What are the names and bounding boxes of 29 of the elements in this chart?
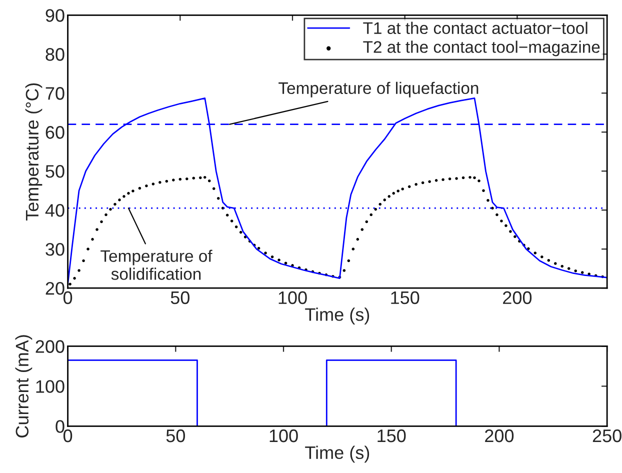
y-tick-label: 80	[46, 48, 64, 61]
y-tick-label: 90	[46, 9, 64, 22]
x-tick-label: 250	[592, 429, 622, 442]
y-axis-title: Current (mA)	[15, 335, 32, 438]
y-tick-label: 100	[36, 380, 64, 393]
x-tick-label: 50	[170, 291, 190, 304]
y-tick-label: 20	[46, 282, 64, 295]
x-tick-label: 200	[485, 429, 514, 442]
x-tick-label: 150	[378, 429, 406, 442]
y-tick-label: 40	[45, 204, 64, 217]
x-tick-label: 200	[503, 291, 532, 304]
y-tick-label: 70	[46, 87, 64, 100]
legend-label: T2 at the contact tool−magazine	[363, 40, 600, 56]
y-axis-title: Temperature (°C)	[25, 83, 42, 221]
x-tick-label: 50	[166, 429, 185, 442]
x-tick-label: 100	[270, 429, 298, 442]
y-tick-label: 50	[46, 165, 64, 178]
y-tick-label: 200	[36, 340, 64, 353]
y-tick-label: 0	[56, 420, 64, 433]
x-axis-title: Time (s)	[305, 308, 370, 324]
annotation: Temperature of liquefaction	[278, 82, 478, 98]
y-tick-label: 60	[46, 126, 64, 139]
x-axis-title: Time (s)	[305, 446, 370, 463]
x-tick-label: 100	[278, 291, 307, 304]
x-tick-label: 150	[391, 291, 420, 304]
y-tick-label: 30	[46, 243, 64, 256]
line-series	[68, 97, 608, 285]
legend-label: T1 at the contact actuator−tool	[363, 22, 588, 34]
annotation: Temperature of solidification	[100, 250, 212, 280]
